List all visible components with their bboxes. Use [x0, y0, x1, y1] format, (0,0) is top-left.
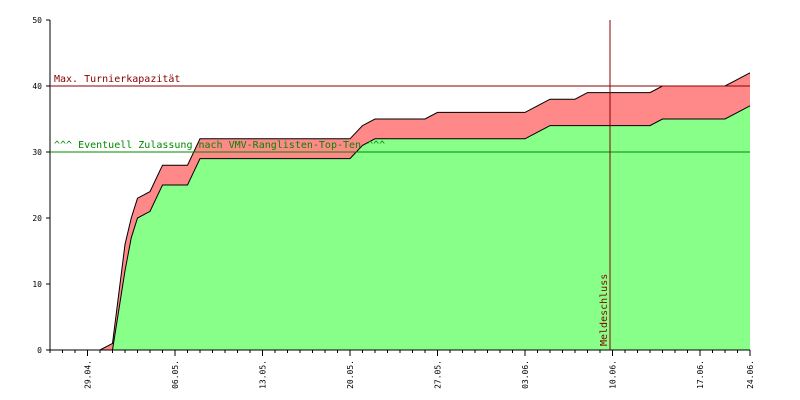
- x-tick-label: 24.06.: [746, 360, 755, 389]
- reference-lines-layer: Max. Turnierkapazität ^^^ Eventuell Zulas…: [50, 20, 750, 350]
- x-tick-label: 17.06.: [696, 360, 705, 389]
- reference-line-label-h0: Max. Turnierkapazität: [54, 74, 180, 85]
- x-tick-label: 03.06.: [521, 360, 530, 389]
- x-tick-label: 20.05.: [346, 360, 355, 389]
- area-outline-total: [50, 72, 751, 351]
- y-tick-label: 50: [32, 16, 42, 25]
- reference-line-label-v0: Meldeschluss: [599, 274, 610, 346]
- x-tick-label: 13.05.: [259, 360, 268, 389]
- area-outline-accepted: [50, 105, 751, 351]
- y-tick-label: 30: [32, 148, 42, 157]
- y-tick-label: 40: [32, 82, 42, 91]
- y-tick-label: 0: [37, 346, 42, 355]
- axes-layer: 0 10 20 30 40 50 29.04. 06.05. 13.05. 20.05. 27.05…: [32, 16, 755, 389]
- area-series-accepted: [50, 105, 750, 350]
- x-tick-label: 10.06.: [609, 360, 618, 389]
- areas-layer: [50, 72, 751, 351]
- y-tick-label: 20: [32, 214, 42, 223]
- reference-line-label-h1: ^^^ Eventuell Zulassung nach VMV-Ranglis…: [54, 140, 385, 151]
- x-tick-label: 27.05.: [434, 360, 443, 389]
- x-tick-label: 29.04.: [84, 360, 93, 389]
- y-tick-label: 10: [32, 280, 42, 289]
- x-tick-label: 06.05.: [171, 360, 180, 389]
